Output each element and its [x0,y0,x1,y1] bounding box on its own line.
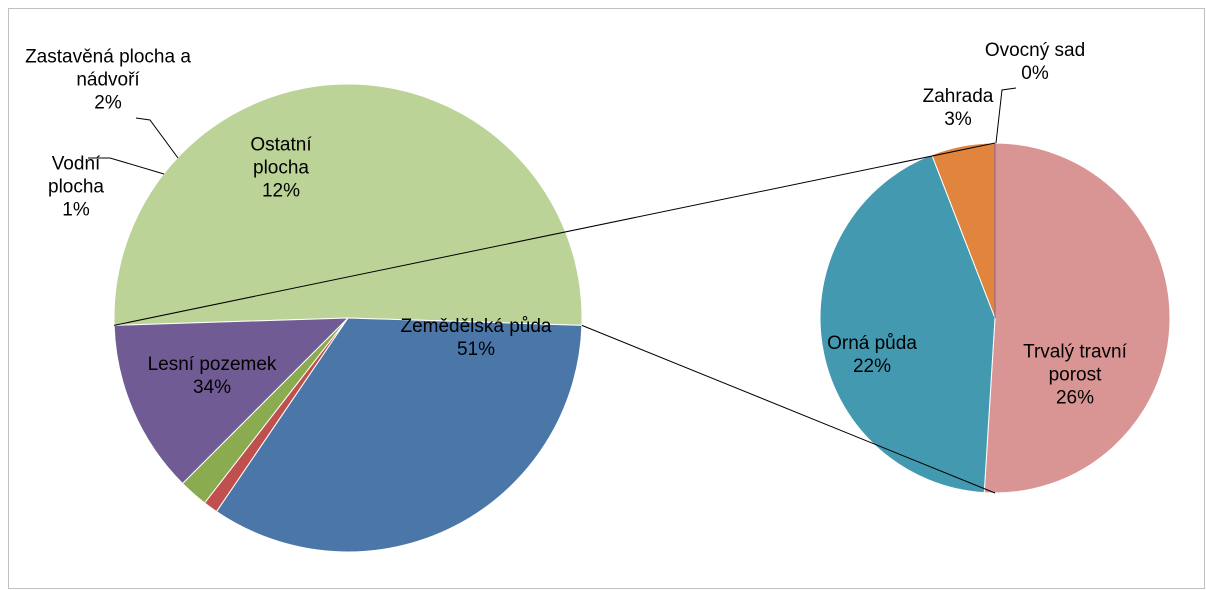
label-name: Orná půda [827,333,917,354]
label-name: Zahrada [922,86,994,107]
pie-slice [983,142,1171,494]
label-value: 22% [852,356,892,377]
data-label: Vodní plocha 1% [41,153,111,222]
chart-border [8,8,1205,589]
label-value: 3% [944,109,972,130]
label-value: 2% [94,92,122,114]
data-label: Zahrada 3% [908,85,1008,131]
label-name: Zemědělská půda [400,316,552,337]
data-label: Zemědělská půda 51% [361,315,591,361]
label-name: Lesní pozemek [147,354,277,375]
label-value: 26% [1055,387,1095,409]
pie-slice [113,317,350,485]
label-value: 51% [456,339,496,360]
leader-line [995,87,1017,144]
connector-line [114,142,996,326]
leader-line [88,157,165,175]
label-value: 34% [192,377,232,398]
label-name: Zastavěná plocha a nádvoří [25,46,191,91]
data-label: Lesní pozemek 34% [127,353,297,399]
data-label: Zastavěná plocha a nádvoří 2% [13,46,203,115]
label-name: Ostatní plocha [250,134,312,179]
data-label: Ostatní plocha 12% [231,134,331,203]
pie-slice [113,83,583,326]
pie-slice [215,317,583,553]
label-value: 12% [261,180,301,202]
data-label: Ovocný sad 0% [965,39,1105,85]
label-value: 1% [62,199,90,221]
pie-slice [819,154,996,494]
label-name: Vodní plocha [48,153,104,198]
label-name: Ovocný sad [984,40,1086,61]
data-label: Orná půda 22% [812,332,932,378]
data-label: Trvalý travní porost 26% [1005,341,1145,410]
connector-line [581,324,996,494]
label-name: Trvalý travní porost [1023,341,1127,386]
leader-line [135,117,179,159]
label-value: 0% [1021,63,1049,84]
